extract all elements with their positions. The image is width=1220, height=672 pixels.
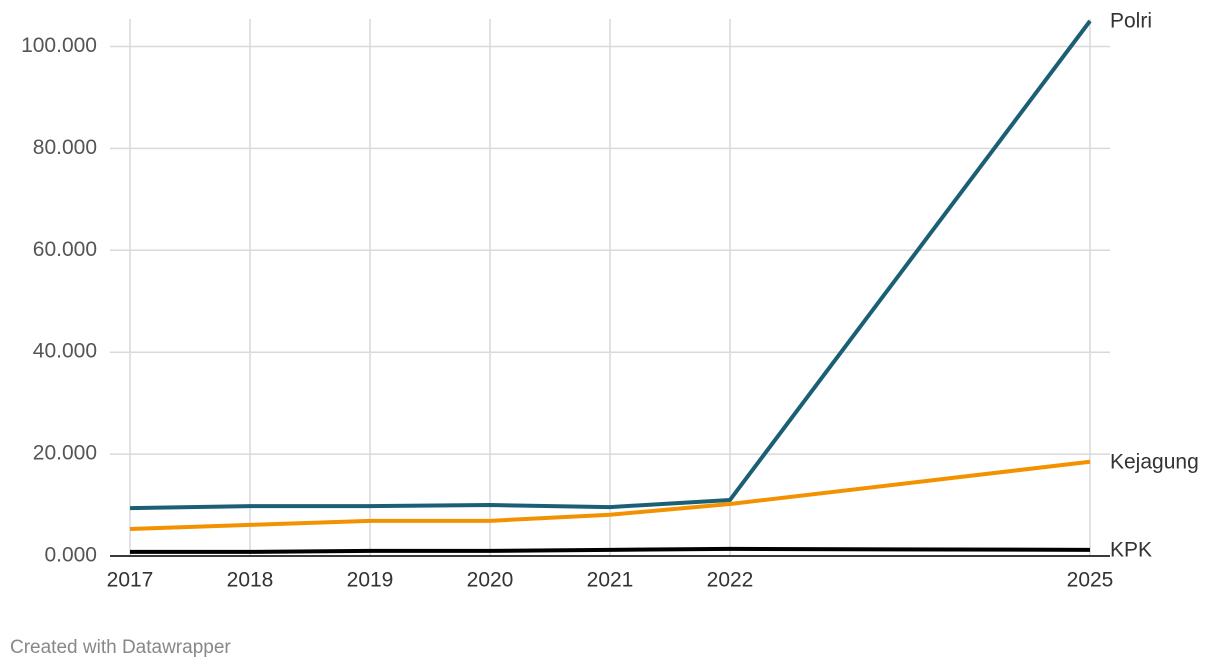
- x-tick-label: 2017: [107, 569, 154, 592]
- x-tick-label: 2018: [227, 569, 274, 592]
- y-tick-label: 0.000: [44, 544, 97, 567]
- x-tick-label: 2020: [467, 569, 514, 592]
- y-tick-label: 40.000: [33, 340, 97, 363]
- y-tick-label: 60.000: [33, 238, 97, 261]
- series-label: KPK: [1110, 538, 1152, 561]
- series-label: Kejagung: [1110, 450, 1199, 473]
- x-tick-label: 2022: [707, 569, 754, 592]
- x-tick-label: 2025: [1067, 569, 1114, 592]
- x-tick-label: 2019: [347, 569, 394, 592]
- source-note: Created with Datawrapper: [10, 637, 231, 658]
- series-line: [130, 546, 1091, 554]
- y-tick-label: 100.000: [21, 34, 97, 57]
- series-line: [129, 459, 1091, 531]
- series-label: Polri: [1110, 10, 1152, 33]
- y-tick-label: 20.000: [33, 442, 97, 465]
- x-tick-label: 2021: [587, 569, 634, 592]
- y-tick-label: 80.000: [33, 136, 97, 159]
- series-line: [129, 19, 1092, 511]
